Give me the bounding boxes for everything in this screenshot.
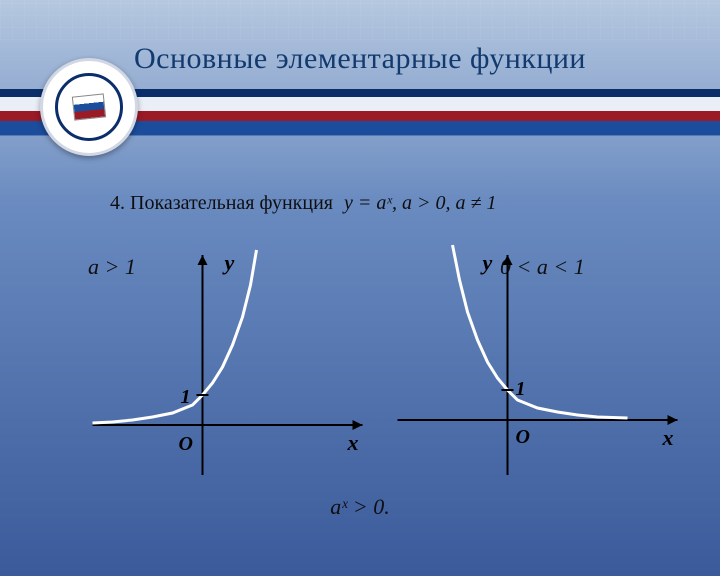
left-axes: [93, 255, 363, 475]
right-x-axis-label: x: [662, 425, 674, 450]
subtitle-text: 4. Показательная функция: [110, 192, 333, 214]
right-origin-label: O: [516, 426, 530, 448]
right-axes: [398, 255, 678, 475]
left-curve: [93, 250, 257, 423]
left-y-axis-label: y: [222, 250, 235, 275]
left-origin-label: O: [179, 433, 193, 455]
background-grid-decoration: [0, 0, 720, 40]
emblem-flag-icon: [72, 93, 106, 120]
university-emblem: [40, 58, 138, 156]
left-x-axis-label: x: [347, 430, 359, 455]
charts-container: y x O 1 y x O 1: [70, 250, 690, 490]
right-y-axis-label: y: [480, 250, 493, 275]
left-chart-svg: y x O 1: [70, 250, 375, 490]
left-tick-1-label: 1: [181, 386, 191, 408]
right-curve: [453, 245, 628, 418]
emblem-inner-ring: [55, 73, 123, 141]
exponential-growth-chart: y x O 1: [70, 250, 375, 490]
right-chart-svg: y x O 1: [385, 250, 690, 490]
right-tick-1-label: 1: [516, 378, 526, 400]
section-subtitle: 4. Показательная функция y = aˣ, a > 0, …: [110, 192, 496, 215]
subtitle-formula: y = aˣ, a > 0, a ≠ 1: [344, 192, 497, 214]
bottom-formula: aˣ > 0.: [0, 494, 720, 520]
exponential-decay-chart: y x O 1: [385, 250, 690, 490]
